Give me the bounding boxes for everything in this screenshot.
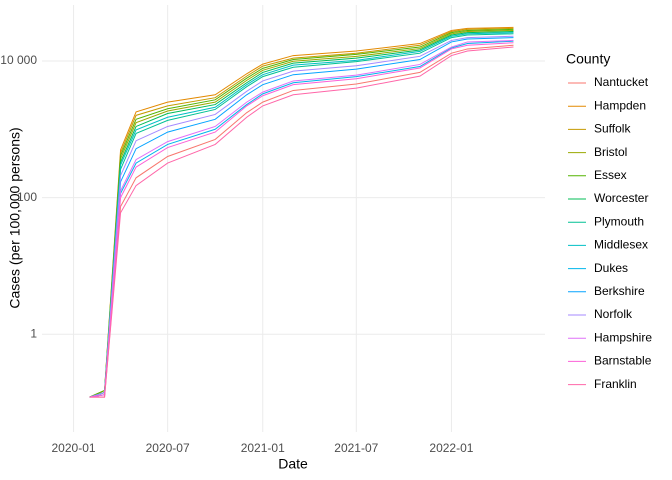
x-tick-label: 2021-07 xyxy=(334,441,378,455)
legend-label: Norfolk xyxy=(594,307,633,321)
y-tick-label: 100 xyxy=(17,190,37,204)
legend-label: Franklin xyxy=(594,377,637,391)
series-line xyxy=(89,40,514,398)
x-axis-title: Date xyxy=(278,456,308,472)
series-line xyxy=(89,39,514,398)
series-line xyxy=(89,42,514,398)
legend-title: County xyxy=(566,51,610,67)
legend-label: Suffolk xyxy=(594,122,631,136)
legend-label: Bristol xyxy=(594,145,627,159)
legend-label: Dukes xyxy=(594,261,628,275)
legend-label: Essex xyxy=(594,168,627,182)
series-line xyxy=(89,33,514,398)
legend-label: Berkshire xyxy=(594,284,645,298)
x-tick-label: 2020-01 xyxy=(52,441,96,455)
legend-label: Plymouth xyxy=(594,214,644,228)
x-tick-label: 2021-01 xyxy=(241,441,285,455)
series-line xyxy=(89,35,514,398)
y-axis-title: Cases (per 100,000 persons) xyxy=(7,127,23,308)
legend-label: Worcester xyxy=(594,191,648,205)
legend-label: Barnstable xyxy=(594,354,652,368)
series-line xyxy=(89,29,514,398)
series-line xyxy=(89,28,514,398)
series-line xyxy=(89,44,514,398)
lines xyxy=(89,26,514,398)
y-tick-label: 10 000 xyxy=(0,53,37,67)
legend-label: Hampshire xyxy=(594,330,652,344)
series-line xyxy=(89,37,514,398)
x-tick-label: 2020-07 xyxy=(146,441,190,455)
series-line xyxy=(89,46,514,398)
legend-label: Nantucket xyxy=(594,75,649,89)
series-line xyxy=(89,32,514,398)
legend: Nantucket Hampden Suffolk Bristol Essex Worce… xyxy=(568,75,652,391)
legend-label: Middlesex xyxy=(594,238,648,252)
x-tick-label: 2022-01 xyxy=(429,441,473,455)
legend-label: Hampden xyxy=(594,98,646,112)
series-line xyxy=(89,31,514,398)
series-line xyxy=(89,27,514,398)
series-line xyxy=(89,26,514,398)
y-tick-label: 1 xyxy=(30,326,37,340)
